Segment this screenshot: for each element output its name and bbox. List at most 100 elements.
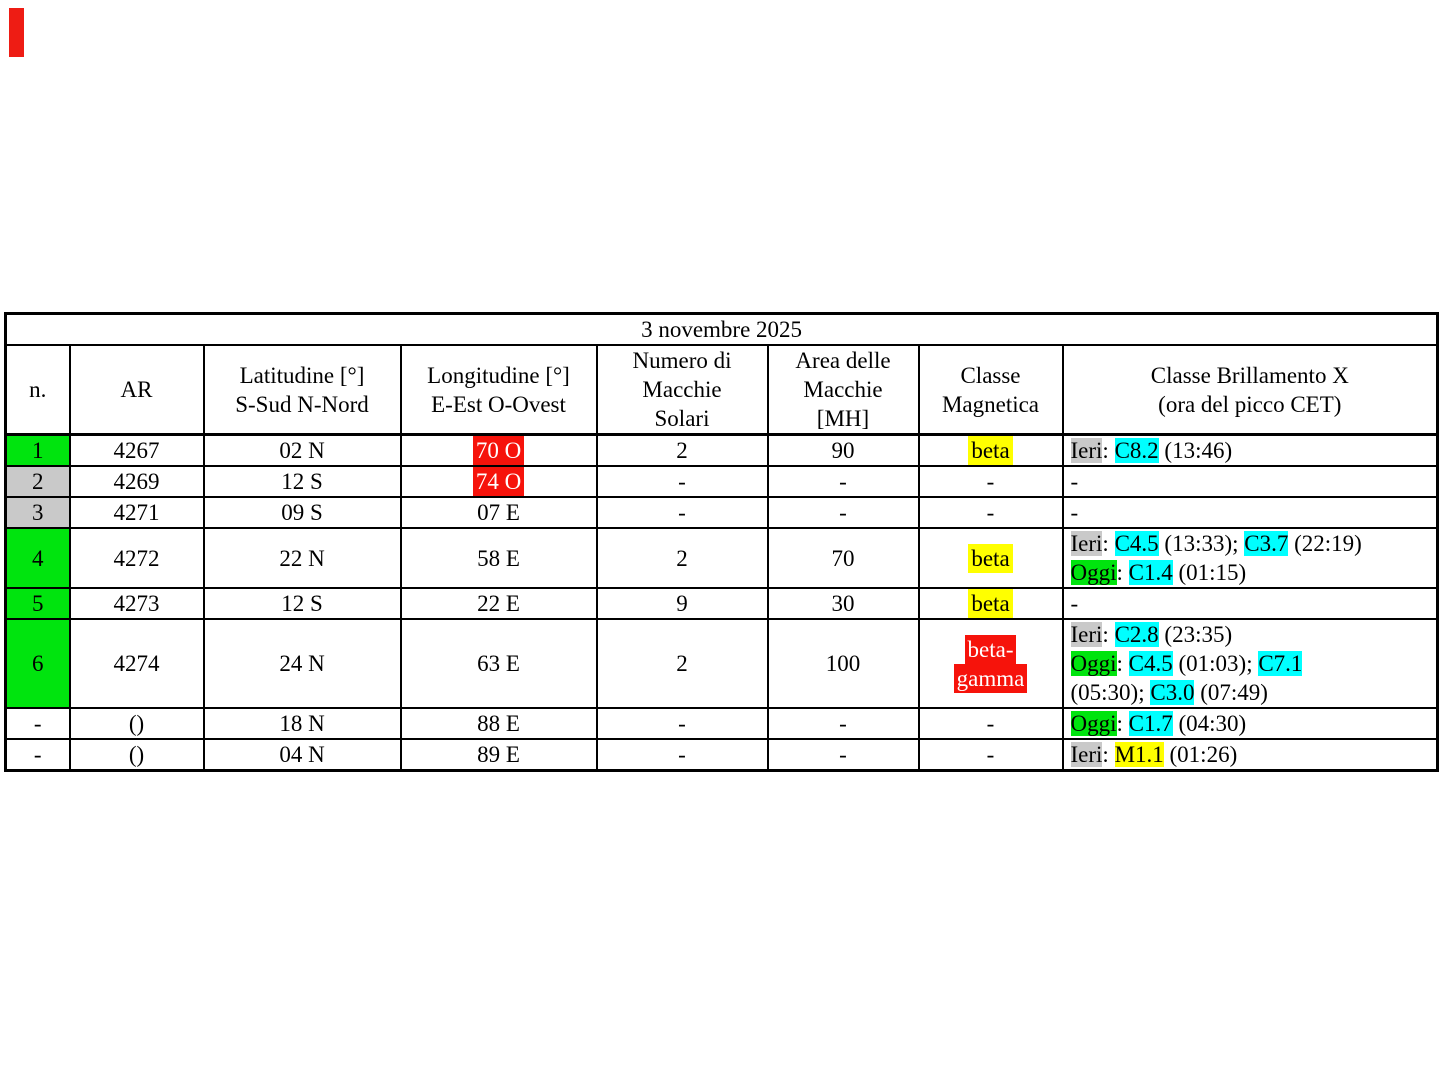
highlighted-text: beta [968,590,1013,617]
text-segment: : [1102,742,1115,767]
cell-lon: 58 E [399,527,598,589]
header-latitudine: Latitudine [°] S-Sud N-Nord [202,344,402,436]
table-row: 2 4269 12 S 74 O---- [4,465,1439,498]
text-line: Oggi: C1.4 (01:15) [1070,558,1433,586]
text-segment: (23:35) [1158,622,1233,647]
text-line: Oggi: C1.7 (04:30) [1070,710,1433,737]
highlighted-text: M1.1 [1114,742,1164,767]
text-segment: - [986,469,995,494]
highlighted-text: Ieri [1070,622,1103,647]
highlighted-text: C3.0 [1150,680,1195,705]
header-n: n. [4,344,71,436]
cell-lon: 88 E [399,707,598,740]
cell-classe: beta [917,587,1064,620]
header-longitudine: Longitudine [°] E-Est O-Ovest [399,344,598,436]
table-row: 3 4271 09 S 07 E---- [4,496,1439,529]
cell-lat: 18 N [202,707,402,740]
text-segment: (13:33); [1158,531,1245,556]
cell-flare: - [1061,465,1439,498]
text-segment: - [1070,500,1079,525]
cell-classe: - [917,707,1064,740]
text-line: Ieri: C8.2 (13:46) [1070,436,1433,464]
cell-ar: 4267 [68,433,205,467]
text-segment: (01:15) [1172,560,1247,585]
cell-lat: 02 N [202,433,402,467]
cell-n: 1 [4,433,71,467]
cell-ar: 4272 [68,527,205,589]
cell-n: 5 [4,587,71,620]
table-row: -() 04 N 89 E - - - Ieri: M1.1 (01:26) [4,738,1439,772]
cell-n: 2 [4,465,71,498]
text-segment: - [1070,469,1079,494]
cell-flare: - [1061,496,1439,529]
cell-lon: 70 O [399,433,598,467]
text-segment: (22:19) [1288,531,1362,556]
cell-ar: 4274 [68,618,205,709]
text-segment: (01:03); [1172,651,1259,676]
cell-classe: - [917,496,1064,529]
cell-classe: beta [917,527,1064,589]
table-head: 3 novembre 2025 n. AR Latitudine [°] S-S… [4,312,1439,436]
highlighted-text: Ieri [1070,531,1103,556]
text-line: Ieri: M1.1 (01:26) [1070,741,1433,769]
cell-ar: 4273 [68,587,205,620]
highlighted-text: Ieri [1070,438,1103,463]
table-row: 6 4274 24 N 63 E 2 100 beta-gamma Ieri: C2.8 (2… [4,618,1439,709]
cell-ar: 4271 [68,496,205,529]
cell-n: 6 [4,618,71,709]
cell-lon: 74 O [399,465,598,498]
text-segment: - [986,711,995,736]
highlighted-text: C4.5 [1114,531,1159,556]
table-row: 1 4267 02 N 70 O 2 90 beta Ieri: C8.2 (13:46) [4,433,1439,467]
cell-num: 2 [595,527,769,589]
cell-flare: Oggi: C1.7 (04:30) [1061,707,1439,740]
text-line: - [1070,499,1433,526]
highlighted-text: C1.4 [1128,560,1173,585]
text-segment: : [1102,622,1115,647]
cell-n: 3 [4,496,71,529]
cell-classe: - [917,738,1064,772]
cell-n: - [4,707,71,740]
header-area-macchie: Area delle Macchie [MH] [766,344,920,436]
header-numero-macchie: Numero di Macchie Solari [595,344,769,436]
text-line: beta [921,590,1061,617]
cell-n: 4 [4,527,71,589]
cell-num: - [595,496,769,529]
highlighted-text: C1.7 [1128,711,1173,736]
text-line: - [921,710,1061,737]
text-segment: : [1116,560,1129,585]
cell-num: - [595,465,769,498]
highlighted-text: C4.5 [1128,651,1173,676]
cell-lon: 63 E [399,618,598,709]
cell-area: 70 [766,527,920,589]
header-ar: AR [68,344,205,436]
cell-lat: 09 S [202,496,402,529]
header-row: n. AR Latitudine [°] S-Sud N-Nord Longit… [4,344,1439,436]
cell-area: - [766,465,920,498]
cell-area: - [766,496,920,529]
cell-ar: 4269 [68,465,205,498]
highlighted-text: Oggi [1070,560,1117,585]
cell-flare: Ieri: C2.8 (23:35) Oggi: C4.5 (01:03); C7… [1061,618,1439,709]
sunspot-table: 3 novembre 2025 n. AR Latitudine [°] S-S… [4,312,1440,772]
cell-flare: - [1061,587,1439,620]
cell-lon: 07 E [399,496,598,529]
text-segment: 88 E [477,711,520,736]
text-segment: 63 E [477,651,520,676]
text-segment: 22 E [477,591,520,616]
text-line: beta [921,543,1061,573]
text-segment: (05:30); [1070,680,1151,705]
table-row: 5 4273 12 S 22 E 9 30 beta - [4,587,1439,620]
text-segment: : [1102,438,1115,463]
highlighted-text: C2.8 [1114,622,1159,647]
cell-lon: 22 E [399,587,598,620]
highlighted-text: Ieri [1070,742,1103,767]
text-line: - [921,468,1061,495]
text-segment: (04:30) [1172,711,1247,736]
text-segment: (01:26) [1163,742,1238,767]
text-line: gamma [921,663,1061,693]
text-segment: (07:49) [1194,680,1268,705]
highlighted-text: C3.7 [1244,531,1289,556]
highlighted-text: Oggi [1070,651,1117,676]
